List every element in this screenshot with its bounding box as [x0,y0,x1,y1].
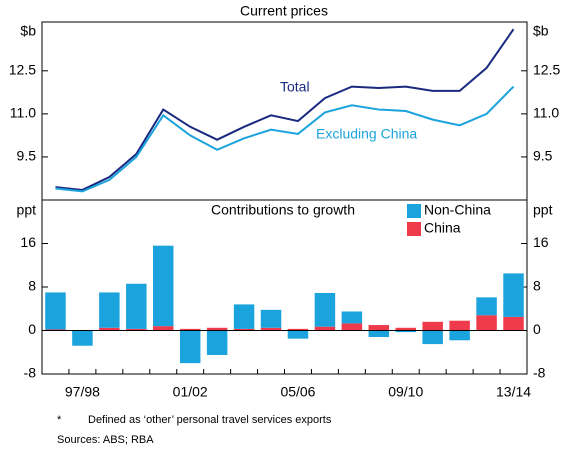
bar [153,326,174,331]
bar [206,327,228,331]
x-tick-label: 09/10 [388,384,423,400]
y-tick-label: 16 [533,234,549,250]
y-unit: $b [20,23,36,39]
bar [287,330,309,339]
bar [395,327,416,331]
bar [260,327,282,331]
legend-swatch [407,204,421,218]
bar [341,323,363,331]
bar [179,328,201,331]
bar [287,328,309,331]
bar [99,327,120,331]
bar [314,292,336,327]
bar [45,329,66,331]
y-tick-label: 12.5 [533,62,560,78]
bar [341,311,363,324]
y-tick-label: 8 [533,278,541,294]
x-tick-label: 97/98 [65,384,100,400]
line [55,85,515,193]
y-unit: $b [533,23,549,39]
bar [449,320,470,331]
annotation: Total [280,79,310,95]
bar [476,315,497,331]
y-tick-label: 0 [28,321,36,337]
footnote-mark: * [57,414,62,426]
y-tick-label: 16 [20,234,36,250]
y-tick-label: 11.0 [533,105,559,121]
legend-swatch [407,222,421,236]
y-tick-label: 12.5 [9,62,36,78]
x-tick-label: 01/02 [173,384,208,400]
bar [99,292,120,328]
bar [153,245,174,327]
y-unit: ppt [17,202,37,218]
y-tick-label: 8 [28,278,36,294]
bar [126,328,147,331]
bar [233,328,255,331]
bar [476,297,497,316]
y-tick-label: 9.5 [17,148,37,164]
bar [368,330,390,338]
top-title: Current prices [240,3,328,19]
legend-label: Non-China [424,202,491,218]
bar [422,330,443,345]
bar [422,321,443,331]
x-tick-label: 05/06 [280,384,315,400]
bar [503,316,524,331]
bar [395,330,416,333]
legend-label: China [424,220,461,236]
bar [314,326,336,331]
bar [206,330,228,355]
bar [260,309,282,328]
bar [368,325,390,331]
bar [503,273,524,317]
y-tick-label: 0 [533,321,541,337]
y-tick-label: 11.0 [10,105,36,121]
footnote: Defined as ‘other’ personal travel servi… [88,414,332,426]
y-tick-label: -8 [24,365,37,381]
bar [72,330,93,346]
bar [233,304,255,329]
y-tick-label: 9.5 [533,148,553,164]
annotation: Excluding China [316,126,417,142]
x-tick-label: 13/14 [496,384,531,400]
bar [179,330,201,364]
y-unit: ppt [533,202,553,218]
y-tick-label: -8 [533,365,546,381]
bar [449,330,470,341]
bottom-title: Contributions to growth [211,202,355,218]
bar [126,283,147,329]
bar [45,292,66,330]
sources: Sources: ABS; RBA [57,434,154,446]
line [55,28,515,191]
